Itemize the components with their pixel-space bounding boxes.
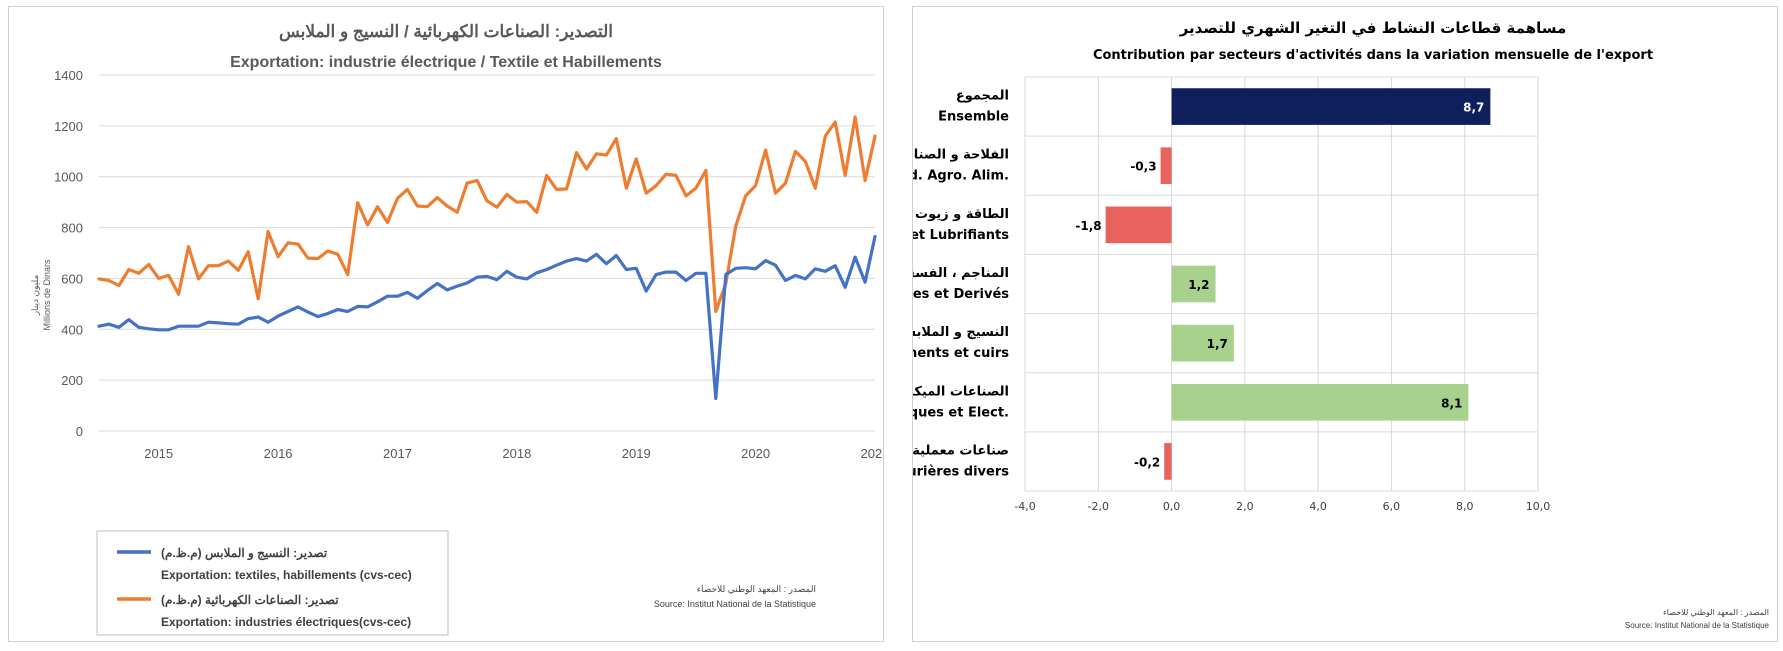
x-tick-label: -4,0 [1014,500,1035,513]
bar-chart: مساهمة قطاعات النشاط في التغير الشهري لل… [913,19,1770,630]
bar-value-label: -1,8 [1075,219,1101,233]
category-label-ar: النسيج و الملابس و الجلد [913,325,1009,340]
category-label-fr: Industries Manufacturières divers [913,464,1009,479]
bar [1171,324,1234,362]
series-lines [97,115,877,401]
x-tick-label: 4,0 [1309,500,1327,513]
legend-textiles-fr: Exportation: textiles, habillements (cvs… [161,568,412,582]
bar-value-label: -0,3 [1130,160,1156,174]
bar [1105,206,1172,244]
y-tick-label: 400 [61,322,83,337]
y-tick-label: 600 [61,271,83,286]
gridlines [1024,76,1539,492]
category-label-fr: Agriculture et Ind. Agro. Alim. [913,169,1009,184]
y-axis-label-ar: مليون دينار [30,275,41,317]
legend-electrical-ar: تصدير: الصناعات الكهربائية (م.ظ.م) [161,593,339,608]
source-fr: Source: Institut National de la Statisti… [654,599,816,609]
x-tick-label: 2020 [741,446,770,461]
y-gridlines [99,74,875,432]
legend-electrical-fr: Exportation: industries électriques(cvs-… [161,615,411,629]
category-label-ar: المناجم ، الفسفاط و مشتقاته [913,266,1009,281]
x-tick-label: 2,0 [1236,500,1254,513]
x-tick-label: 2021 [861,446,883,461]
x-tick-labels: -4,0 -2,0 0,0 2,0 4,0 6,0 8,0 10,0 [1014,500,1550,513]
chart-title-ar: التصدير: الصناعات الكهربائية / النسيج و … [279,22,613,42]
y-tick-label: 1400 [54,68,83,83]
source-ar: المصدر : المعهد الوطني للاحصاء [697,584,816,595]
bar-value-label: 8,1 [1441,396,1462,410]
bar-value-label: 1,2 [1188,278,1209,292]
y-tick-labels: 0 200 400 600 800 1000 1200 1400 [54,68,83,439]
bar [1171,88,1491,125]
bar-value-label: 8,7 [1463,101,1484,115]
legend-textiles-ar: تصدير: النسيج و الملابس (م.ظ.م) [161,546,328,561]
category-label-fr: Mines, Phosphates et Derivés [913,287,1009,302]
x-tick-label: 2018 [502,446,531,461]
bar [1164,443,1172,480]
series-line-orange [97,115,877,314]
category-label-ar: الطاقة و زيوت التشحيم [913,207,1009,222]
x-tick-label: 2015 [144,446,173,461]
chart-title-fr: Contribution par secteurs d'activités da… [1093,48,1653,63]
bar [1171,265,1216,303]
category-label-ar: الصناعات الميكانيكية و الكهربائية [913,384,1009,399]
x-tick-label: 2016 [264,446,293,461]
x-tick-label: 8,0 [1456,500,1474,513]
category-label-ar: صناعات معملية مختلفة [913,443,1009,458]
bar-chart-panel: مساهمة قطاعات النشاط في التغير الشهري لل… [912,6,1778,642]
line-chart: التصدير: الصناعات الكهربائية / النسيج و … [30,22,883,636]
x-tick-labels: 2015 2016 2017 2018 2019 2020 2021 [144,446,883,461]
y-axis-label: Millions de Dinars [42,259,52,331]
category-label-ar: المجموع [956,89,1009,104]
source-ar: المصدر : المعهد الوطني للاحصاء [1663,608,1769,617]
bar [1160,147,1172,185]
source-fr: Source: Institut National de la Statisti… [1625,621,1770,630]
x-tick-label: -2,0 [1088,500,1109,513]
bars: 8,7 -0,3 -1,8 1,2 1,7 8,1 -0,2 [1075,88,1491,480]
x-tick-label: 6,0 [1383,500,1401,513]
category-labels: المجموع Ensemble الفلاحة و الصناعات الغذائ… [913,89,1009,480]
category-label-fr: Textiles, Habillements et cuirs [913,346,1009,361]
y-tick-label: 0 [76,424,83,439]
x-tick-label: 10,0 [1526,500,1551,513]
x-tick-label: 2019 [622,446,651,461]
chart-title-fr: Exportation: industrie électrique / Text… [230,54,662,71]
y-tick-label: 1200 [54,119,83,134]
y-tick-label: 800 [61,221,83,236]
y-tick-label: 1000 [54,170,83,185]
category-label-fr: Energie et Lubrifiants [913,228,1009,243]
legend-box [96,530,449,636]
category-label-fr: Ensemble [938,110,1009,125]
category-label-ar: الفلاحة و الصناعات الغذائية و الفلاحية [913,148,1009,163]
y-tick-label: 200 [61,373,83,388]
bar-value-label: 1,7 [1207,337,1228,351]
line-chart-panel: التصدير: الصناعات الكهربائية / النسيج و … [8,6,884,642]
series-line-blue [97,234,877,401]
x-tick-label: 2017 [383,446,412,461]
x-tick-label: 0,0 [1163,500,1181,513]
bar-value-label: -0,2 [1134,455,1160,469]
category-label-fr: Industries Mécaniques et Elect. [913,405,1009,420]
chart-title-ar: مساهمة قطاعات النشاط في التغير الشهري لل… [1179,19,1567,38]
bar [1171,383,1469,421]
